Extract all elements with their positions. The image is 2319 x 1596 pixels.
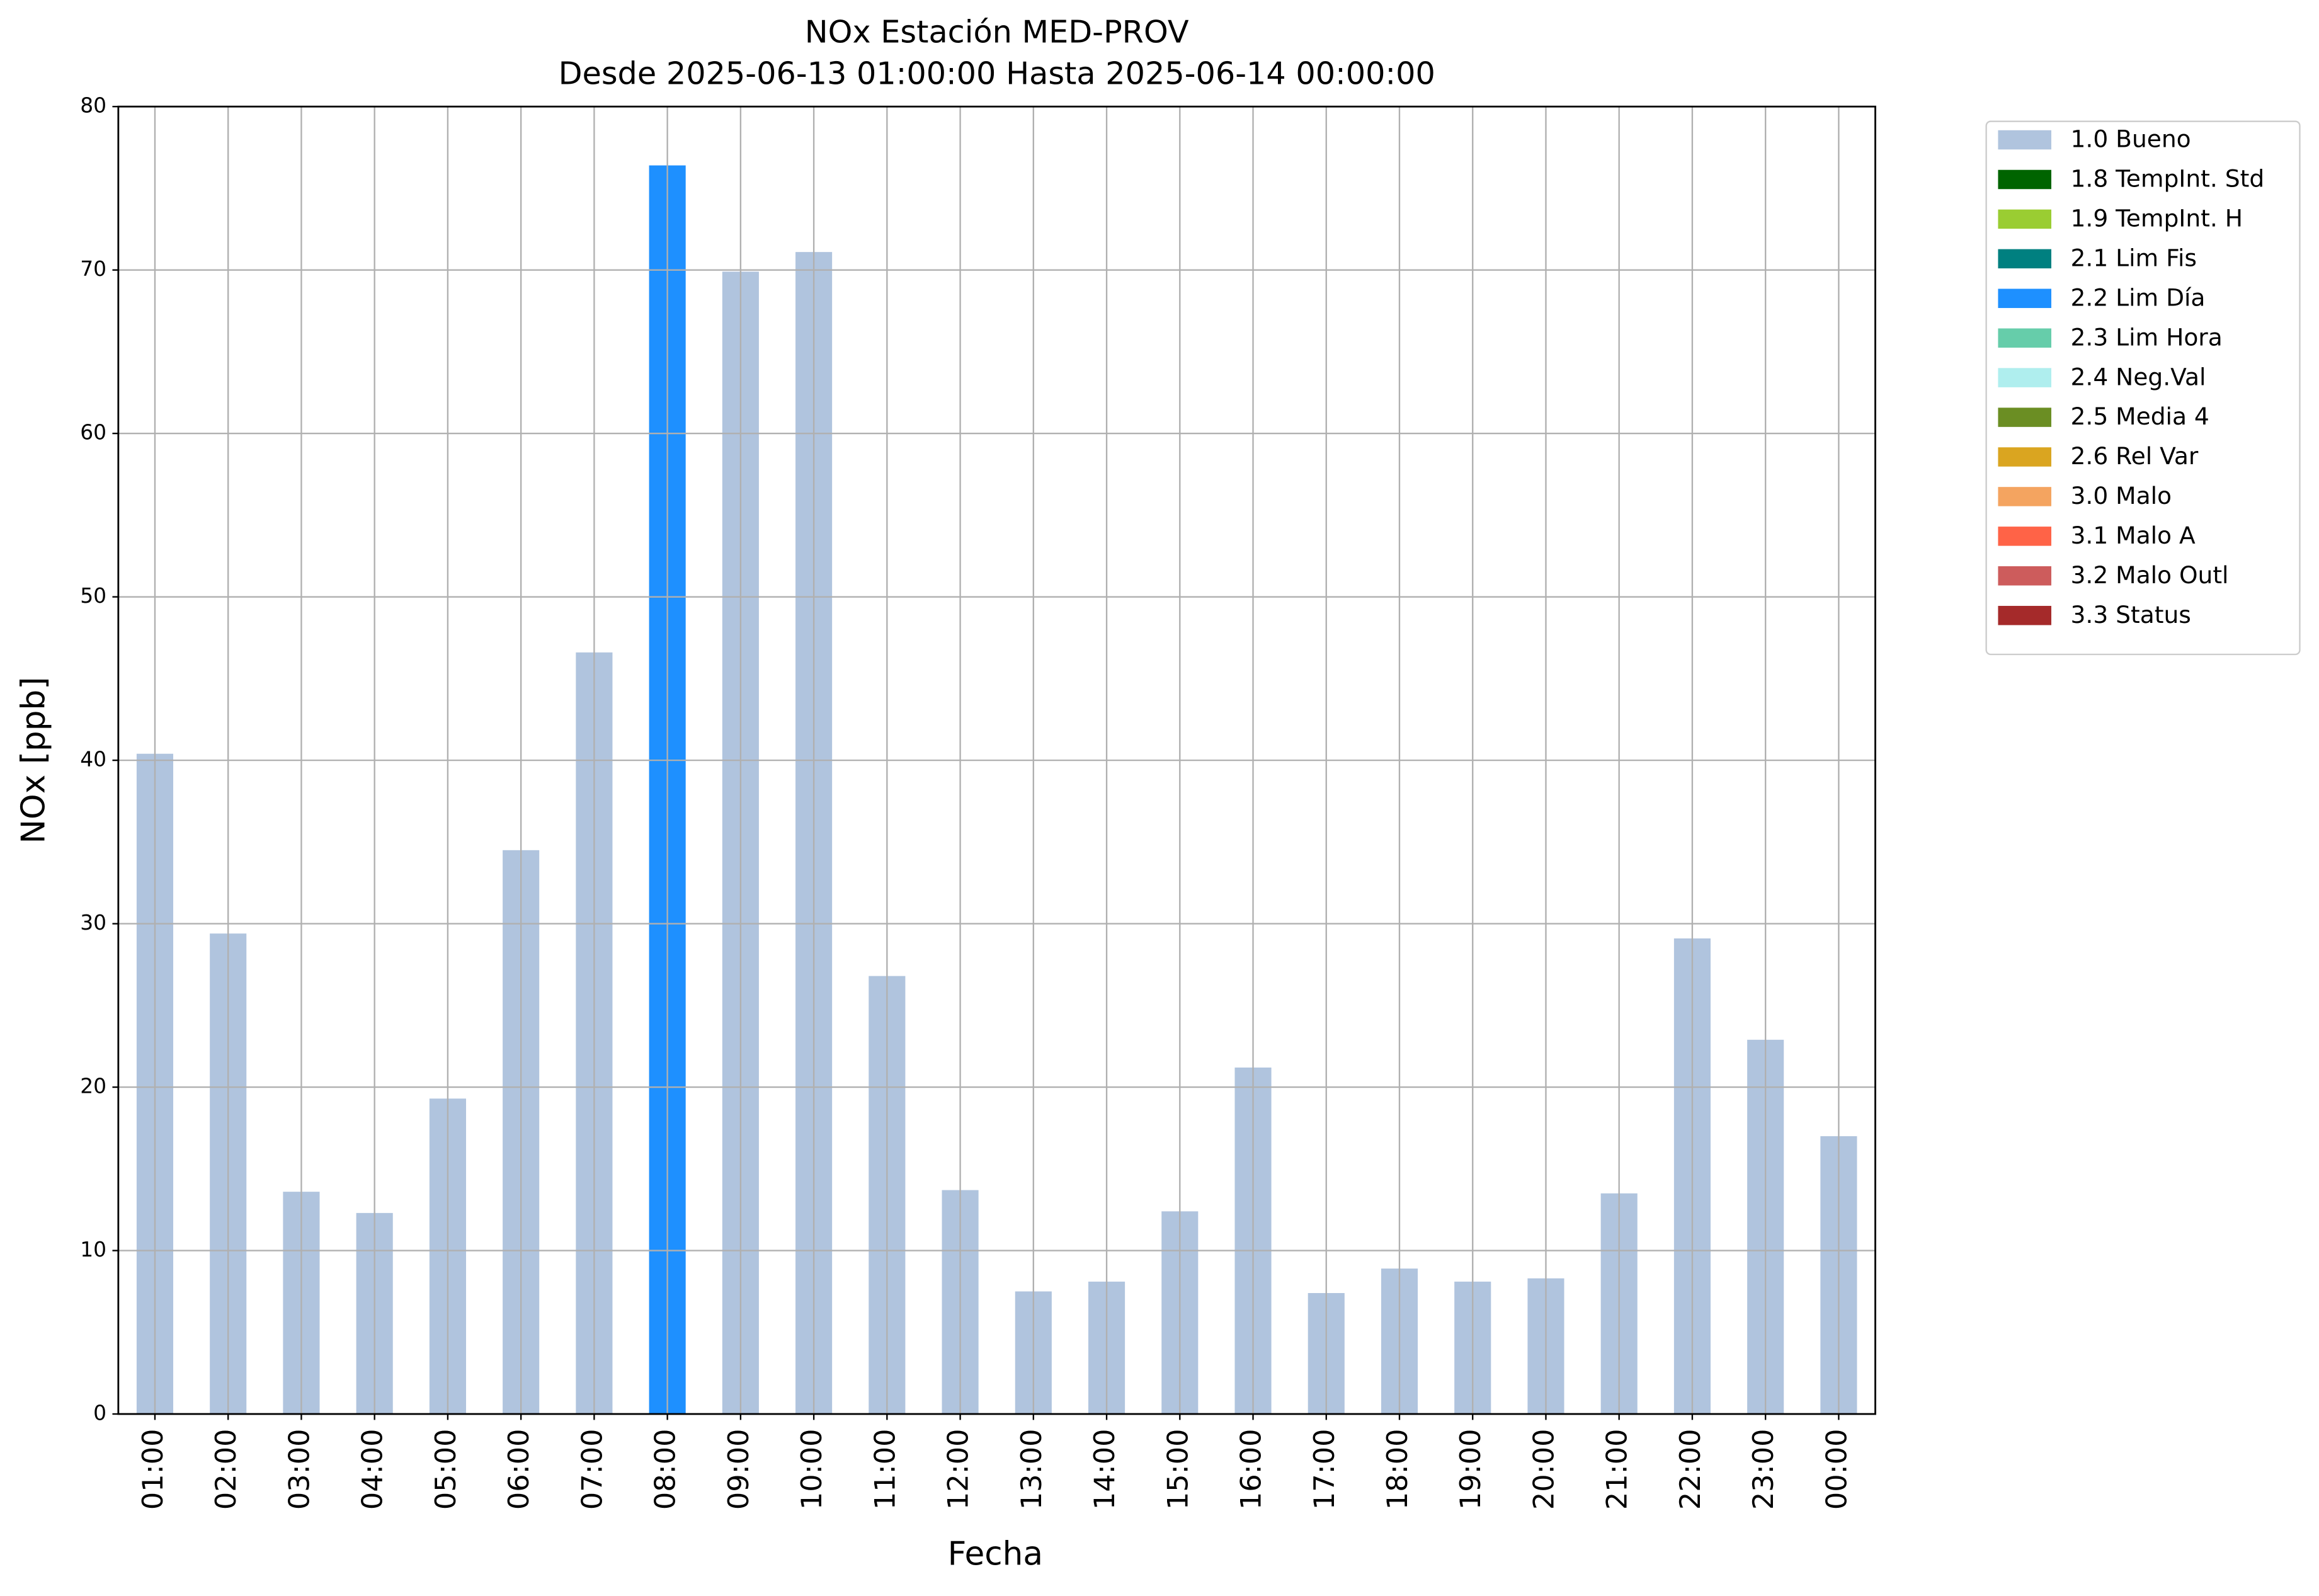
x-tick-label: 20:00 [1527, 1429, 1560, 1510]
legend-label: 1.9 TempInt. H [2071, 205, 2243, 232]
x-tick-label: 00:00 [1820, 1429, 1853, 1510]
x-tick-label: 03:00 [283, 1429, 316, 1510]
legend-label: 3.1 Malo A [2071, 522, 2196, 549]
chart-subtitle: Desde 2025-06-13 01:00:00 Hasta 2025-06-… [559, 55, 1435, 91]
x-tick-label: 04:00 [356, 1429, 389, 1510]
legend-swatch [1998, 487, 2051, 506]
y-tick-label: 70 [80, 256, 106, 281]
x-tick-label: 10:00 [795, 1429, 828, 1510]
y-tick-label: 40 [80, 747, 106, 772]
legend-swatch [1998, 605, 2051, 625]
legend-swatch [1998, 328, 2051, 348]
legend-label: 2.5 Media 4 [2071, 402, 2209, 430]
chart-title: NOx Estación MED-PROV [805, 14, 1189, 50]
legend-swatch [1998, 368, 2051, 387]
y-tick-label: 60 [80, 420, 106, 445]
legend-swatch [1998, 288, 2051, 309]
x-tick-label: 11:00 [869, 1429, 901, 1510]
legend-label: 2.3 Lim Hora [2071, 323, 2223, 351]
x-tick-label: 14:00 [1088, 1429, 1121, 1510]
legend-label: 3.0 Malo [2071, 482, 2172, 510]
legend-label: 2.6 Rel Var [2071, 442, 2199, 470]
x-tick-label: 21:00 [1601, 1429, 1634, 1510]
legend-swatch [1998, 566, 2051, 586]
legend-swatch [1998, 249, 2051, 269]
legend-label: 2.1 Lim Fis [2071, 244, 2197, 272]
x-tick-label: 13:00 [1015, 1429, 1048, 1510]
legend-box [1985, 120, 2301, 656]
x-tick-label: 16:00 [1235, 1429, 1268, 1510]
legend-label: 3.3 Status [2071, 601, 2191, 629]
legend-swatch [1998, 527, 2051, 546]
legend-label: 3.2 Malo Outl [2071, 561, 2229, 589]
x-tick-label: 02:00 [210, 1429, 242, 1510]
x-tick-label: 19:00 [1454, 1429, 1487, 1510]
plot-frame [117, 105, 1876, 1415]
legend-swatch [1998, 130, 2051, 150]
legend-label: 1.8 TempInt. Std [2071, 165, 2265, 193]
y-tick-label: 50 [80, 583, 106, 608]
legend-label: 1.0 Bueno [2071, 125, 2191, 153]
x-tick-label: 12:00 [942, 1429, 975, 1510]
y-tick-label: 0 [93, 1401, 106, 1425]
x-tick-label: 08:00 [649, 1429, 682, 1510]
legend-swatch [1998, 447, 2051, 467]
legend-label: 2.4 Neg.Val [2071, 363, 2206, 390]
x-tick-label: 05:00 [430, 1429, 462, 1510]
x-tick-label: 09:00 [722, 1429, 755, 1510]
x-tick-label: 06:00 [503, 1429, 535, 1510]
y-tick-label: 80 [80, 93, 106, 118]
y-tick-label: 30 [80, 910, 106, 935]
y-tick-label: 10 [80, 1237, 106, 1262]
x-tick-label: 17:00 [1308, 1429, 1341, 1510]
x-tick-label: 18:00 [1381, 1429, 1414, 1510]
y-tick-label: 20 [80, 1074, 106, 1098]
x-tick-label: 15:00 [1161, 1429, 1194, 1510]
x-tick-label: 23:00 [1747, 1429, 1780, 1510]
x-tick-label: 07:00 [576, 1429, 608, 1510]
x-tick-label: 22:00 [1674, 1429, 1707, 1510]
legend-swatch [1998, 169, 2051, 190]
legend-swatch [1998, 209, 2051, 229]
x-tick-label: 01:00 [137, 1429, 169, 1510]
y-axis-label: NOx [ppb] [14, 677, 52, 844]
legend-swatch [1998, 408, 2051, 427]
legend-label: 2.2 Lim Día [2071, 283, 2206, 311]
x-axis-label: Fecha [948, 1535, 1043, 1573]
